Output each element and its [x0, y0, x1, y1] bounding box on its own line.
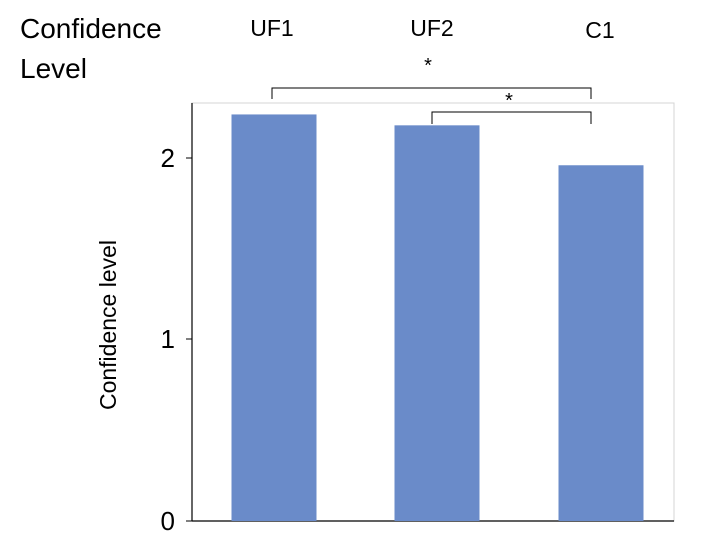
category-label-uf1: UF1	[250, 15, 293, 41]
category-label-uf2: UF2	[410, 15, 453, 41]
bar-uf1	[231, 114, 317, 521]
significance-mark-uf2-c1: *	[505, 90, 513, 112]
chart-title-line-1: Confidence	[20, 13, 162, 44]
chart-title-line-2: Level	[20, 53, 87, 84]
y-tick-label-2: 2	[161, 143, 175, 173]
y-tick-label-1: 1	[161, 324, 175, 354]
y-tick-label-0: 0	[161, 506, 175, 536]
category-label-c1: C1	[585, 17, 614, 43]
y-axis-title: Confidence level	[95, 240, 121, 410]
bar-uf2	[394, 125, 480, 521]
significance-mark-uf1-c1: *	[424, 55, 432, 77]
significance-bracket-uf2-c1	[431, 111, 592, 124]
significance-bracket-uf1-c1	[271, 87, 592, 99]
bar-c1	[558, 165, 644, 521]
